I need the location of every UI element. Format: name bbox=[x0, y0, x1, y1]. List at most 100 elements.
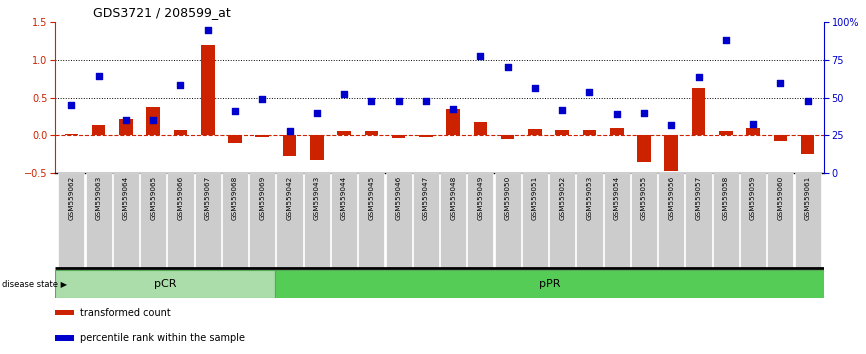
Bar bbox=[528, 129, 542, 135]
Bar bbox=[501, 135, 514, 139]
Bar bbox=[391, 135, 405, 137]
Point bbox=[446, 106, 460, 112]
Bar bbox=[494, 173, 520, 268]
Bar bbox=[555, 130, 569, 135]
Text: GSM559053: GSM559053 bbox=[586, 176, 592, 220]
Bar bbox=[604, 173, 630, 268]
Bar bbox=[201, 45, 215, 135]
Point bbox=[201, 27, 215, 32]
Text: GSM559059: GSM559059 bbox=[750, 176, 756, 220]
Bar bbox=[746, 128, 760, 135]
Point bbox=[146, 117, 160, 123]
Point bbox=[664, 122, 678, 127]
Text: pCR: pCR bbox=[153, 279, 176, 289]
Bar bbox=[610, 128, 624, 135]
Bar bbox=[658, 173, 684, 268]
Text: GSM559069: GSM559069 bbox=[259, 176, 265, 220]
Text: GSM559068: GSM559068 bbox=[232, 176, 238, 220]
Text: GSM559052: GSM559052 bbox=[559, 176, 565, 220]
Bar bbox=[65, 134, 78, 135]
Bar bbox=[440, 173, 466, 268]
Text: GSM559042: GSM559042 bbox=[287, 176, 293, 220]
Text: percentile rank within the sample: percentile rank within the sample bbox=[81, 333, 245, 343]
Bar bbox=[140, 173, 166, 268]
Point bbox=[474, 53, 488, 59]
Point bbox=[92, 74, 106, 79]
Bar bbox=[113, 173, 139, 268]
Point bbox=[228, 108, 242, 114]
Bar bbox=[55, 310, 74, 315]
Point bbox=[583, 89, 597, 95]
Text: GDS3721 / 208599_at: GDS3721 / 208599_at bbox=[94, 6, 231, 19]
Bar bbox=[446, 109, 460, 135]
Text: GSM559061: GSM559061 bbox=[805, 176, 811, 220]
Text: transformed count: transformed count bbox=[81, 308, 171, 318]
Bar bbox=[359, 173, 385, 268]
Bar bbox=[385, 173, 411, 268]
Bar bbox=[365, 131, 378, 135]
Bar bbox=[474, 122, 488, 135]
Text: GSM559046: GSM559046 bbox=[396, 176, 402, 220]
Bar bbox=[92, 125, 106, 135]
Point bbox=[801, 98, 815, 103]
Bar bbox=[228, 135, 242, 143]
Bar bbox=[794, 173, 821, 268]
Bar bbox=[631, 173, 657, 268]
Point bbox=[419, 98, 433, 104]
Point bbox=[310, 110, 324, 116]
Text: GSM559049: GSM559049 bbox=[477, 176, 483, 220]
Bar bbox=[55, 335, 74, 341]
Point bbox=[391, 98, 405, 103]
Bar bbox=[713, 173, 739, 268]
Text: GSM559063: GSM559063 bbox=[95, 176, 101, 220]
Point bbox=[119, 117, 132, 123]
Bar bbox=[167, 173, 193, 268]
Text: GSM559051: GSM559051 bbox=[532, 176, 538, 220]
Bar bbox=[86, 173, 112, 268]
Bar bbox=[120, 119, 132, 135]
Text: GSM559067: GSM559067 bbox=[204, 176, 210, 220]
Bar bbox=[419, 135, 433, 137]
Bar bbox=[637, 135, 651, 162]
Bar bbox=[337, 131, 351, 135]
Bar bbox=[55, 270, 275, 298]
Point bbox=[719, 37, 733, 43]
Bar bbox=[468, 173, 494, 268]
Point bbox=[365, 98, 378, 104]
Point bbox=[255, 96, 269, 102]
Bar bbox=[275, 270, 824, 298]
Point bbox=[282, 129, 296, 134]
Point bbox=[773, 80, 787, 86]
Text: GSM559057: GSM559057 bbox=[695, 176, 701, 220]
Point bbox=[501, 64, 514, 69]
Point bbox=[746, 121, 760, 127]
Bar bbox=[58, 173, 85, 268]
Bar bbox=[522, 173, 548, 268]
Bar bbox=[222, 173, 248, 268]
Bar bbox=[282, 135, 296, 156]
Bar bbox=[413, 173, 439, 268]
Bar bbox=[331, 173, 357, 268]
Text: GSM559064: GSM559064 bbox=[123, 176, 129, 220]
Point bbox=[555, 107, 569, 113]
Bar bbox=[692, 88, 706, 135]
Text: GSM559062: GSM559062 bbox=[68, 176, 74, 220]
Bar bbox=[310, 135, 324, 160]
Bar bbox=[249, 173, 275, 268]
Bar bbox=[549, 173, 575, 268]
Text: GSM559054: GSM559054 bbox=[614, 176, 620, 220]
Point bbox=[173, 82, 187, 88]
Text: GSM559066: GSM559066 bbox=[178, 176, 184, 220]
Bar bbox=[173, 130, 187, 135]
Bar bbox=[664, 135, 678, 171]
Text: GSM559065: GSM559065 bbox=[150, 176, 156, 220]
Text: GSM559044: GSM559044 bbox=[341, 176, 347, 220]
Bar bbox=[276, 173, 302, 268]
Point bbox=[637, 110, 651, 116]
Bar bbox=[583, 130, 597, 135]
Bar bbox=[801, 135, 814, 154]
Bar bbox=[740, 173, 766, 268]
Bar bbox=[577, 173, 603, 268]
Text: GSM559050: GSM559050 bbox=[505, 176, 511, 220]
Point bbox=[610, 111, 624, 117]
